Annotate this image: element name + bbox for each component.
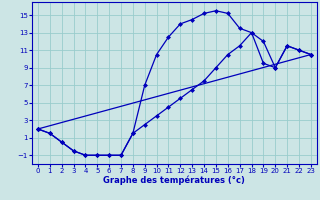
X-axis label: Graphe des températures (°c): Graphe des températures (°c): [103, 176, 245, 185]
